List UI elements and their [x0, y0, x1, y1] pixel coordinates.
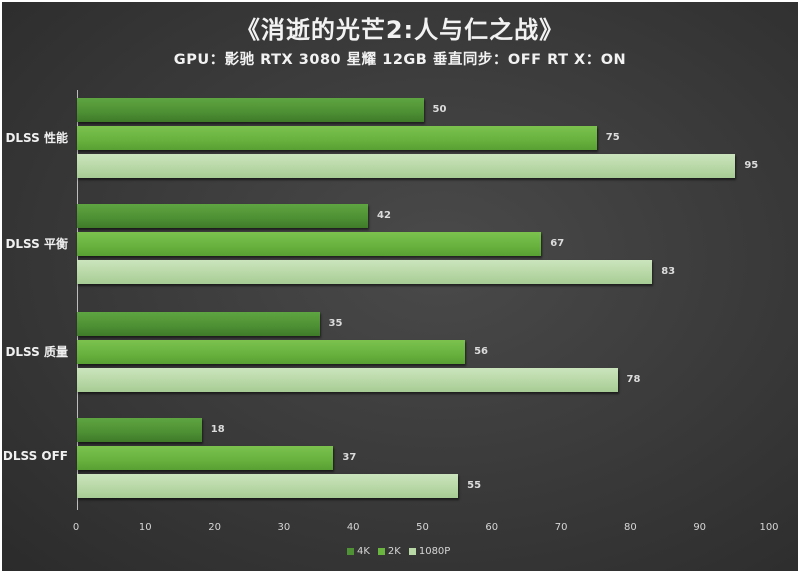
- legend-label: 2K: [387, 546, 401, 557]
- bar-4k: [77, 204, 369, 228]
- data-label: 95: [744, 160, 759, 171]
- data-label: 35: [328, 318, 343, 329]
- category-label: DLSS 质量: [5, 345, 68, 359]
- chart-subtitle: GPU：影驰 RTX 3080 星耀 12GB 垂直同步：OFF RT X：ON: [173, 52, 627, 68]
- x-tick-label: 50: [416, 522, 429, 533]
- x-tick-label: 90: [693, 522, 707, 533]
- bar-4k: [77, 418, 202, 442]
- category-label: DLSS OFF: [2, 449, 68, 463]
- data-label: 56: [474, 346, 488, 357]
- category-label: DLSS 平衡: [5, 237, 68, 251]
- x-tick-label: 20: [208, 522, 221, 533]
- bar-2k: [77, 232, 542, 256]
- data-label: 50: [432, 104, 447, 115]
- x-tick-label: 60: [485, 522, 499, 533]
- legend-label: 1080P: [418, 546, 451, 557]
- y-axis-line: [77, 90, 78, 510]
- x-tick-label: 30: [277, 522, 291, 533]
- x-tick-label: 80: [624, 522, 637, 533]
- category-label: DLSS 性能: [5, 131, 68, 145]
- bar-2k: [77, 446, 334, 470]
- bar-2k: [77, 340, 466, 364]
- data-label: 18: [210, 424, 225, 435]
- legend-swatch: [408, 548, 416, 555]
- bar-4k: [77, 98, 424, 122]
- legend-item-2k: 2K: [377, 546, 401, 557]
- legend-swatch: [347, 548, 354, 555]
- legend-item-1080p: 1080P: [408, 546, 451, 557]
- x-tick-label: 0: [72, 522, 80, 533]
- data-label: 75: [605, 132, 620, 143]
- bar-1080p: [77, 474, 459, 498]
- legend-swatch: [377, 548, 385, 555]
- legend-label: 4K: [357, 546, 370, 557]
- x-tick-label: 70: [554, 522, 568, 533]
- data-label: 42: [377, 210, 391, 221]
- legend-item-4k: 4K: [347, 546, 370, 557]
- x-tick-label: 100: [759, 522, 779, 533]
- data-label: 78: [626, 374, 641, 385]
- bar-1080p: [77, 154, 736, 178]
- x-tick-label: 40: [346, 522, 360, 533]
- data-label: 55: [467, 480, 482, 491]
- bar-1080p: [77, 368, 618, 392]
- data-label: 67: [550, 238, 565, 249]
- bar-4k: [77, 312, 320, 336]
- x-tick-label: 10: [138, 522, 152, 533]
- data-label: 37: [342, 452, 357, 463]
- legend: 4K 2K 1080P: [347, 546, 450, 557]
- bar-1080p: [77, 260, 653, 284]
- chart-title: 《消逝的光芒2:人与仁之战》: [235, 16, 565, 44]
- data-label: 83: [661, 266, 676, 277]
- bar-2k: [77, 126, 597, 150]
